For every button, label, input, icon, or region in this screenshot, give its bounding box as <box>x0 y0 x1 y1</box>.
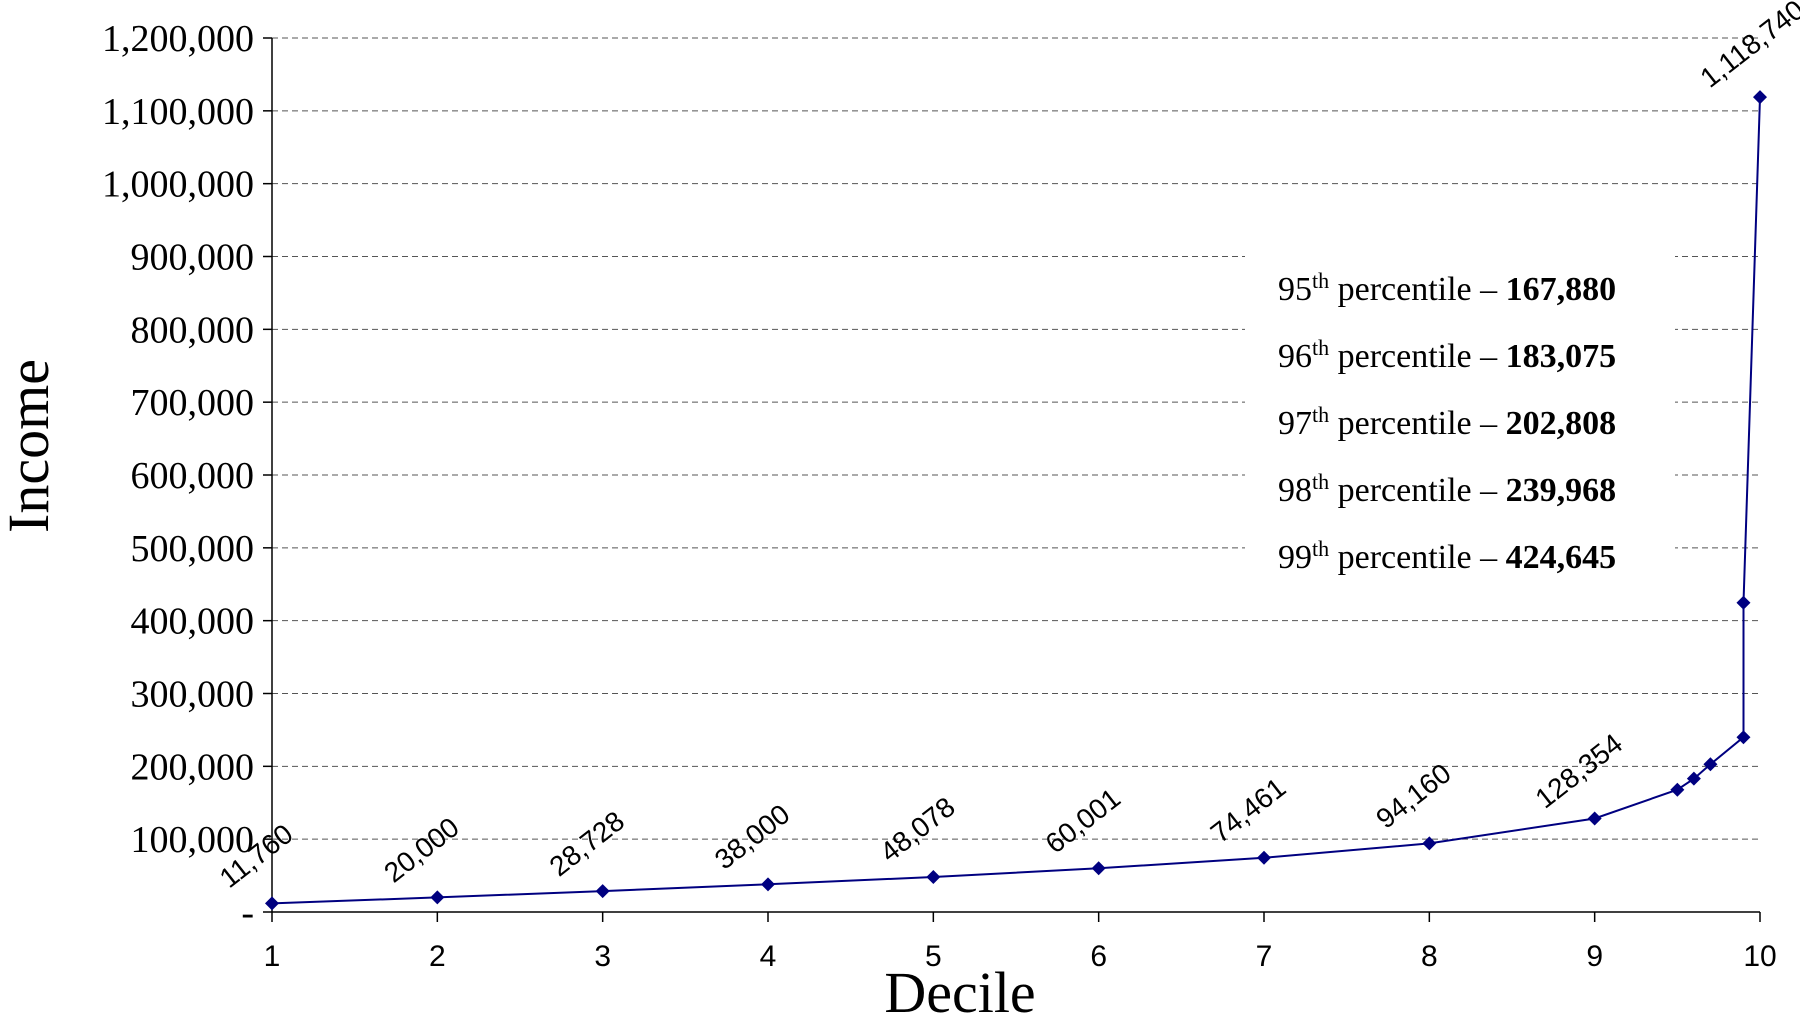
percentile-suffix: th <box>1312 402 1329 427</box>
y-tick-label: 1,000,000 <box>102 164 254 206</box>
percentile-annotation: 96th percentile – 183,075 <box>1278 335 1616 375</box>
data-label: 20,000 <box>378 811 465 888</box>
data-label: 1,118,740 <box>1694 0 1800 94</box>
x-tick-label: 8 <box>1421 940 1438 973</box>
percentile-ordinal: 96 <box>1278 338 1312 375</box>
y-tick-label: 900,000 <box>131 237 255 279</box>
x-tick-label: 2 <box>429 940 446 973</box>
percentile-value: 239,968 <box>1506 472 1617 509</box>
data-label: 74,461 <box>1205 772 1292 849</box>
data-point <box>1670 783 1684 797</box>
data-point <box>1753 90 1767 104</box>
data-point <box>265 896 279 910</box>
y-tick-label: 800,000 <box>131 309 255 351</box>
y-tick-label: 300,000 <box>131 674 255 716</box>
percentile-value: 424,645 <box>1506 539 1617 576</box>
x-tick-label: 4 <box>760 940 777 973</box>
data-point <box>1736 596 1750 610</box>
x-axis-title: Decile <box>884 960 1035 1020</box>
data-label: 38,000 <box>709 798 796 875</box>
x-tick-label: 9 <box>1586 940 1603 973</box>
percentile-annotation: 95th percentile – 167,880 <box>1278 268 1616 308</box>
x-tick-label: 7 <box>1256 940 1273 973</box>
percentile-ordinal: 97 <box>1278 405 1312 442</box>
data-label: 28,728 <box>544 805 631 882</box>
percentile-suffix: th <box>1312 469 1329 494</box>
data-point <box>1092 861 1106 875</box>
x-tick-label: 10 <box>1743 940 1776 973</box>
percentile-ordinal: 98 <box>1278 472 1312 509</box>
y-tick-label: 200,000 <box>131 746 255 788</box>
y-axis-title: Income <box>0 359 61 533</box>
percentile-value: 183,075 <box>1506 338 1617 375</box>
data-point <box>1257 851 1271 865</box>
percentile-label: percentile – <box>1329 539 1506 576</box>
percentile-value: 167,880 <box>1506 271 1617 308</box>
y-tick-label: - <box>241 892 254 934</box>
percentile-suffix: th <box>1312 335 1329 360</box>
percentile-ordinal: 99 <box>1278 539 1312 576</box>
percentile-suffix: th <box>1312 268 1329 293</box>
data-point <box>596 884 610 898</box>
data-label: 94,160 <box>1370 757 1457 834</box>
percentile-label: percentile – <box>1329 338 1506 375</box>
y-tick-label: 700,000 <box>131 382 255 424</box>
x-tick-label: 1 <box>264 940 281 973</box>
data-label: 60,001 <box>1040 782 1127 859</box>
percentile-suffix: th <box>1312 536 1329 561</box>
percentile-annotation: 98th percentile – 239,968 <box>1278 469 1616 509</box>
data-label: 48,078 <box>874 791 961 868</box>
percentile-label: percentile – <box>1329 472 1506 509</box>
data-label: 128,354 <box>1529 728 1628 815</box>
data-point <box>1422 836 1436 850</box>
data-point <box>1588 812 1602 826</box>
percentile-value: 202,808 <box>1506 405 1617 442</box>
y-tick-label: 400,000 <box>131 601 255 643</box>
y-tick-label: 1,100,000 <box>102 91 254 133</box>
percentile-annotation: 97th percentile – 202,808 <box>1278 402 1616 442</box>
percentile-annotation: 99th percentile – 424,645 <box>1278 536 1616 576</box>
y-tick-label: 500,000 <box>131 528 255 570</box>
data-point <box>926 870 940 884</box>
percentile-label: percentile – <box>1329 271 1506 308</box>
percentile-label: percentile – <box>1329 405 1506 442</box>
y-tick-label: 1,200,000 <box>102 18 254 60</box>
data-point <box>430 890 444 904</box>
data-point <box>761 877 775 891</box>
y-tick-label: 600,000 <box>131 455 255 497</box>
x-tick-label: 6 <box>1090 940 1107 973</box>
x-tick-label: 3 <box>594 940 611 973</box>
percentile-ordinal: 95 <box>1278 271 1312 308</box>
